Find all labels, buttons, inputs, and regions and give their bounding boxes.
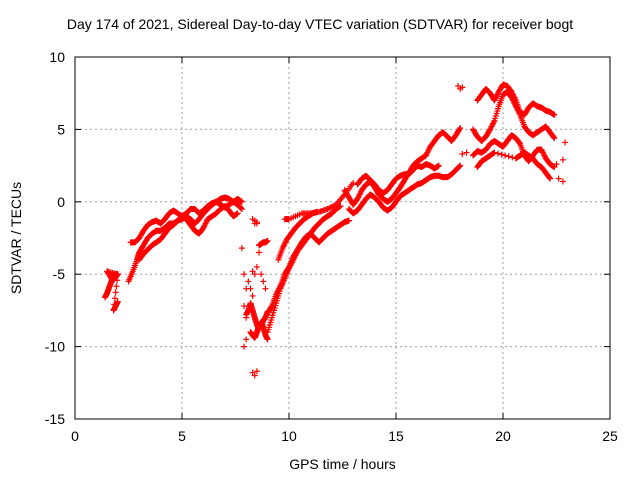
point-morning-a	[238, 205, 245, 212]
point-evening-b	[551, 135, 558, 142]
point-dip-track-b	[264, 336, 271, 343]
point-dip-scatter	[241, 343, 248, 350]
point-dip-scatter	[243, 336, 250, 343]
point-evening-d	[491, 149, 498, 156]
point-late-points	[463, 149, 470, 156]
data-points	[101, 81, 569, 379]
point-late-points	[553, 161, 560, 168]
point-dip-scatter	[245, 278, 252, 285]
x-tick-label: 10	[281, 428, 297, 444]
chart-title: Day 174 of 2021, Sidereal Day-to-day VTE…	[66, 16, 574, 32]
point-dip-scatter	[249, 292, 256, 299]
point-dip-scatter	[241, 271, 248, 278]
point-morning-c	[238, 198, 245, 205]
point-dip-scatter	[249, 216, 256, 223]
point-morning-a	[238, 206, 245, 213]
y-tick-label: -5	[53, 266, 66, 282]
axis-ticks: 0 5 10 15 20 25 -15 -10 -5 0 5 10	[45, 49, 618, 444]
point-early-tracks	[114, 298, 121, 305]
point-early-tracks	[113, 283, 120, 290]
x-tick-label: 0	[71, 428, 79, 444]
point-late-points	[459, 84, 466, 91]
point-dip-scatter	[253, 263, 260, 270]
point-midday-a	[457, 124, 464, 131]
point-recovery-b	[345, 217, 352, 224]
point-dip-scatter	[258, 271, 265, 278]
point-dip-scatter	[241, 303, 248, 310]
point-midday-a	[456, 126, 463, 133]
y-tick-label: 0	[57, 194, 65, 210]
point-dip-scatter	[238, 245, 245, 252]
point-dip-scatter	[253, 220, 260, 227]
point-dip-scatter	[262, 285, 269, 292]
point-dip-scatter	[256, 249, 263, 256]
point-midday-b	[456, 163, 463, 170]
point-late-points	[555, 175, 562, 182]
point-dip-track-c	[264, 237, 271, 244]
x-tick-label: 25	[602, 428, 618, 444]
point-evening-d	[505, 153, 512, 160]
y-tick-label: 5	[57, 121, 65, 137]
point-midday-b	[457, 162, 464, 169]
point-late-points	[559, 156, 566, 163]
point-evening-d	[498, 151, 505, 158]
y-axis-label: SDTVAR / TECUs	[8, 181, 24, 295]
point-dip-scatter	[247, 285, 254, 292]
x-tick-label: 20	[495, 428, 511, 444]
point-dip-scatter	[251, 271, 258, 278]
point-morning-b	[234, 210, 241, 217]
point-early-tracks	[111, 295, 118, 302]
point-late-points	[562, 139, 569, 146]
point-evening-b	[550, 134, 557, 141]
x-axis-label: GPS time / hours	[289, 456, 396, 472]
x-tick-label: 5	[178, 428, 186, 444]
point-evening-d	[495, 150, 502, 157]
point-evening-d	[502, 152, 509, 159]
point-evening-d	[547, 175, 554, 182]
point-early-tracks	[114, 277, 121, 284]
point-early-tracks	[112, 289, 119, 296]
y-tick-label: 10	[49, 49, 65, 65]
point-evening-d	[546, 174, 553, 181]
point-dip-scatter	[260, 278, 267, 285]
point-recovery-a	[337, 203, 344, 210]
x-tick-label: 15	[388, 428, 404, 444]
point-early-tracks	[114, 271, 121, 278]
plot-frame	[74, 56, 611, 420]
point-dip-scatter	[253, 368, 260, 375]
point-late-points	[459, 151, 466, 158]
point-late-points	[559, 178, 566, 185]
y-tick-label: -10	[45, 339, 65, 355]
point-dip-scatter	[251, 372, 258, 379]
point-midday-c	[435, 162, 442, 169]
point-evening-a	[551, 111, 558, 118]
grid	[75, 57, 610, 419]
y-tick-label: -15	[45, 411, 65, 427]
